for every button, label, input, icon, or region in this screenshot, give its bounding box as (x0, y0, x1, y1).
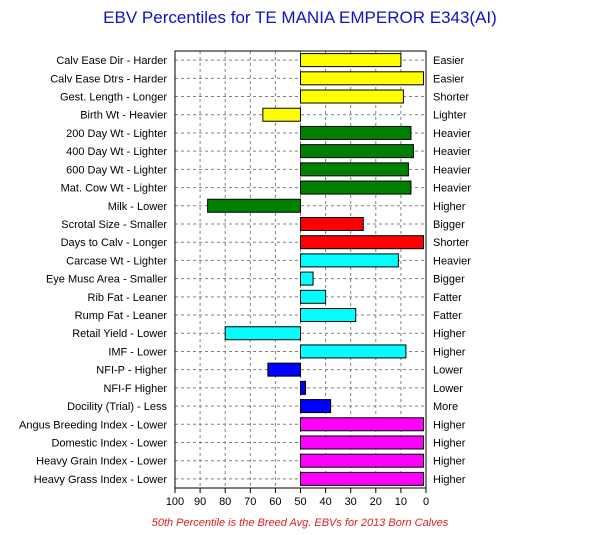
direction-label: Lower (433, 365, 463, 377)
bars (207, 53, 424, 486)
category-label: 400 Day Wt - Lighter (66, 146, 167, 158)
x-tick-label: 0 (423, 496, 429, 508)
bar (300, 271, 314, 286)
direction-label: More (433, 401, 458, 413)
bar (300, 471, 424, 486)
x-axis-ticks: 100 90 80 70 60 50 40 30 20 10 0 (166, 488, 429, 508)
direction-label: Heavier (433, 164, 471, 176)
direction-label: Bigger (433, 274, 465, 286)
direction-label: Higher (433, 328, 466, 340)
grid-lines (175, 51, 426, 488)
bar (300, 71, 424, 86)
category-label: Rib Fat - Leaner (88, 292, 168, 304)
direction-label: Heavier (433, 146, 471, 158)
direction-label: Shorter (433, 92, 469, 104)
category-label: Mat. Cow Wt - Lighter (61, 183, 168, 195)
category-label: 200 Day Wt - Lighter (66, 128, 167, 140)
category-label: NFI-P - Higher (96, 365, 167, 377)
bar (262, 107, 302, 122)
direction-label: Lighter (433, 110, 467, 122)
bar (300, 235, 424, 250)
x-tick-label: 20 (370, 496, 382, 508)
direction-label: Heavier (433, 255, 471, 267)
bar (300, 380, 307, 395)
category-label: 600 Day Wt - Lighter (66, 164, 167, 176)
chart-title: EBV Percentiles for TE MANIA EMPEROR E34… (103, 8, 497, 27)
x-tick-label: 70 (244, 496, 256, 508)
category-label: Scrotal Size - Smaller (61, 219, 167, 231)
category-label: Retail Yield - Lower (72, 328, 167, 340)
bar (300, 162, 409, 177)
bar (300, 216, 364, 231)
direction-label: Heavier (433, 183, 471, 195)
direction-label: Fatter (433, 292, 462, 304)
category-label: Heavy Grain Index - Lower (36, 456, 167, 468)
x-tick-label: 50 (294, 496, 306, 508)
category-label: Gest. Length - Longer (60, 92, 167, 104)
bar (300, 180, 412, 195)
x-tick-label: 90 (194, 496, 206, 508)
category-label: Carcase Wt - Lighter (66, 255, 167, 267)
x-tick-label: 40 (319, 496, 331, 508)
direction-label: Higher (433, 437, 466, 449)
category-label: NFI-F Higher (103, 383, 167, 395)
x-tick-label: 100 (166, 496, 184, 508)
category-labels: Calv Ease Dir - Harder Calv Ease Dtrs - H… (19, 55, 167, 486)
plot-frame (174, 50, 427, 489)
bar (267, 362, 301, 377)
direction-label: Heavier (433, 128, 471, 140)
bar (300, 417, 424, 432)
bar (300, 344, 407, 359)
direction-label: Shorter (433, 237, 469, 249)
category-label: Docility (Trial) - Less (67, 401, 167, 413)
bar (224, 326, 301, 341)
x-tick-label: 10 (395, 496, 407, 508)
direction-label: Bigger (433, 219, 465, 231)
bar (300, 435, 424, 450)
direction-label: Higher (433, 346, 466, 358)
bar (300, 399, 332, 414)
bar (300, 253, 399, 268)
bar (300, 53, 402, 68)
bar (300, 453, 424, 468)
direction-label: Easier (433, 73, 465, 85)
category-label: Calv Ease Dtrs - Harder (50, 73, 167, 85)
category-label: Eye Musc Area - Smaller (46, 274, 167, 286)
direction-label: Higher (433, 419, 466, 431)
direction-label: Higher (433, 201, 466, 213)
direction-label: Easier (433, 55, 465, 67)
bar (300, 308, 357, 323)
direction-label: Fatter (433, 310, 462, 322)
category-label: IMF - Lower (108, 346, 167, 358)
bar (300, 125, 412, 140)
direction-labels: Easier Easier Shorter Lighter Heavier Heavier… (433, 55, 471, 486)
bar (300, 289, 327, 304)
x-tick-label: 30 (345, 496, 357, 508)
category-label: Birth Wt - Heavier (80, 110, 167, 122)
category-label: Heavy Grass Index - Lower (34, 474, 168, 486)
category-label: Calv Ease Dir - Harder (56, 55, 167, 67)
category-label: Days to Calv - Longer (61, 237, 168, 249)
direction-label: Lower (433, 383, 463, 395)
bar (300, 144, 414, 159)
bar (207, 198, 302, 213)
chart-footnote: 50th Percentile is the Breed Avg. EBVs f… (152, 517, 449, 529)
category-label: Domestic Index - Lower (51, 437, 167, 449)
direction-label: Higher (433, 474, 466, 486)
x-tick-label: 80 (219, 496, 231, 508)
category-label: Angus Breeding Index - Lower (19, 419, 167, 431)
direction-label: Higher (433, 456, 466, 468)
x-tick-label: 60 (269, 496, 281, 508)
bar (300, 89, 404, 104)
category-label: Milk - Lower (108, 201, 168, 213)
category-label: Rump Fat - Leaner (75, 310, 168, 322)
